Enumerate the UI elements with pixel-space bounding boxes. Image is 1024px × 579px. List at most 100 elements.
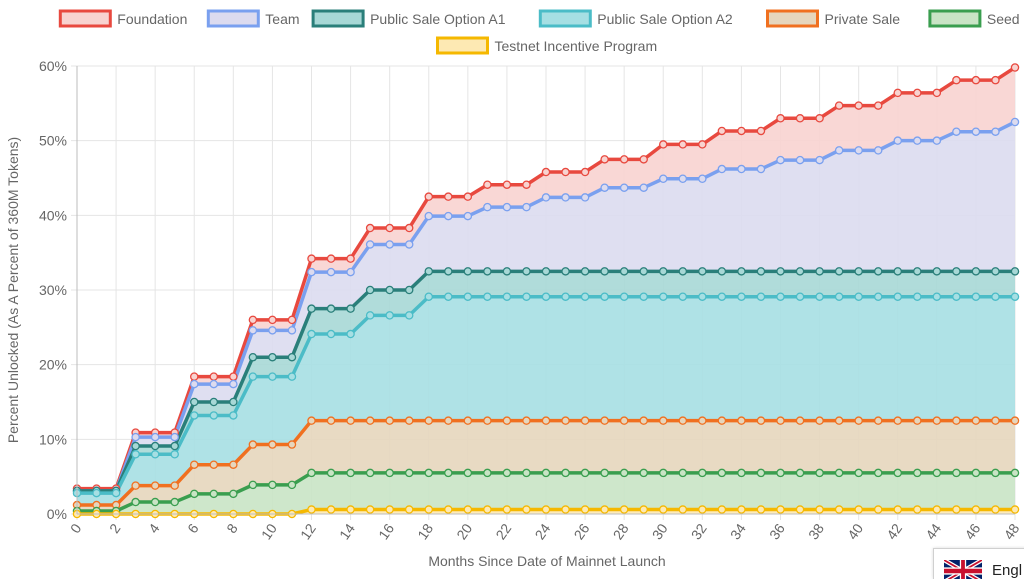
point-seed-sale[interactable]: [1010, 468, 1020, 478]
point-team[interactable]: [580, 193, 590, 202]
point-private-sale[interactable]: [991, 416, 1000, 425]
point-seed-sale[interactable]: [385, 468, 394, 478]
point-testnet-incentive-program[interactable]: [307, 505, 316, 514]
point-seed-sale[interactable]: [659, 468, 668, 478]
point-foundation[interactable]: [991, 75, 1000, 85]
point-foundation[interactable]: [834, 101, 844, 110]
point-testnet-incentive-program[interactable]: [913, 505, 922, 514]
point-foundation[interactable]: [873, 101, 883, 110]
point-public-sale-option-a2[interactable]: [619, 292, 629, 301]
point-public-sale-option-a1[interactable]: [795, 267, 805, 276]
point-public-sale-option-a1[interactable]: [952, 267, 961, 276]
point-foundation[interactable]: [678, 140, 688, 149]
point-foundation[interactable]: [268, 315, 277, 325]
point-public-sale-option-a2[interactable]: [170, 450, 179, 459]
language-selector[interactable]: Engl: [933, 548, 1024, 579]
point-private-sale[interactable]: [307, 416, 316, 425]
point-testnet-incentive-program[interactable]: [561, 505, 570, 514]
point-seed-sale[interactable]: [326, 468, 336, 478]
point-foundation[interactable]: [483, 180, 492, 189]
point-team[interactable]: [717, 164, 727, 174]
point-team[interactable]: [913, 136, 922, 145]
point-public-sale-option-a2[interactable]: [991, 292, 1000, 301]
point-private-sale[interactable]: [737, 416, 746, 425]
point-public-sale-option-a1[interactable]: [854, 267, 863, 276]
point-private-sale[interactable]: [522, 416, 531, 425]
point-public-sale-option-a2[interactable]: [639, 292, 648, 301]
point-foundation[interactable]: [502, 180, 512, 189]
point-public-sale-option-a1[interactable]: [737, 267, 746, 276]
point-public-sale-option-a2[interactable]: [678, 292, 688, 301]
point-private-sale[interactable]: [913, 416, 922, 425]
point-public-sale-option-a1[interactable]: [248, 352, 258, 362]
point-seed-sale[interactable]: [893, 468, 903, 478]
point-seed-sale[interactable]: [229, 489, 238, 499]
point-seed-sale[interactable]: [932, 468, 942, 478]
point-seed-sale[interactable]: [522, 468, 531, 478]
point-testnet-incentive-program[interactable]: [365, 505, 375, 514]
point-public-sale-option-a2[interactable]: [92, 488, 101, 498]
point-team[interactable]: [522, 202, 531, 212]
point-team[interactable]: [561, 193, 570, 202]
point-seed-sale[interactable]: [268, 480, 277, 490]
point-team[interactable]: [385, 240, 394, 249]
point-public-sale-option-a2[interactable]: [932, 292, 942, 301]
point-seed-sale[interactable]: [404, 468, 414, 478]
point-seed-sale[interactable]: [541, 468, 551, 478]
point-team[interactable]: [854, 146, 863, 155]
point-private-sale[interactable]: [385, 416, 394, 425]
point-public-sale-option-a1[interactable]: [307, 304, 316, 313]
point-seed-sale[interactable]: [873, 468, 883, 478]
point-public-sale-option-a1[interactable]: [444, 267, 453, 276]
point-team[interactable]: [756, 164, 766, 174]
point-private-sale[interactable]: [541, 416, 551, 425]
legend-item-seed-sale[interactable]: Seed Sale: [928, 9, 1024, 28]
point-testnet-incentive-program[interactable]: [619, 505, 629, 514]
point-public-sale-option-a2[interactable]: [541, 292, 551, 301]
point-public-sale-option-a2[interactable]: [346, 329, 355, 339]
point-team[interactable]: [404, 240, 414, 249]
point-testnet-incentive-program[interactable]: [502, 505, 512, 514]
point-private-sale[interactable]: [326, 416, 336, 425]
point-public-sale-option-a2[interactable]: [229, 411, 238, 420]
point-public-sale-option-a1[interactable]: [502, 267, 512, 276]
point-testnet-incentive-program[interactable]: [541, 505, 551, 514]
point-seed-sale[interactable]: [834, 468, 844, 478]
point-foundation[interactable]: [229, 372, 238, 381]
point-public-sale-option-a1[interactable]: [365, 285, 375, 295]
point-testnet-incentive-program[interactable]: [756, 505, 766, 514]
point-public-sale-option-a2[interactable]: [913, 292, 922, 301]
point-team[interactable]: [659, 174, 668, 183]
point-seed-sale[interactable]: [346, 468, 355, 478]
point-private-sale[interactable]: [795, 416, 805, 425]
point-seed-sale[interactable]: [776, 468, 785, 478]
point-testnet-incentive-program[interactable]: [698, 505, 707, 514]
point-testnet-incentive-program[interactable]: [776, 505, 785, 514]
point-foundation[interactable]: [893, 88, 903, 98]
point-private-sale[interactable]: [678, 416, 688, 425]
point-public-sale-option-a1[interactable]: [131, 441, 140, 451]
point-foundation[interactable]: [776, 114, 785, 123]
point-private-sale[interactable]: [971, 416, 981, 425]
point-public-sale-option-a2[interactable]: [522, 292, 531, 301]
point-public-sale-option-a1[interactable]: [600, 267, 609, 276]
point-private-sale[interactable]: [268, 440, 277, 449]
point-foundation[interactable]: [952, 75, 961, 85]
point-private-sale[interactable]: [639, 416, 648, 425]
point-testnet-incentive-program[interactable]: [971, 505, 981, 514]
point-private-sale[interactable]: [717, 416, 727, 425]
point-team[interactable]: [365, 240, 375, 249]
point-team[interactable]: [424, 211, 433, 221]
point-public-sale-option-a2[interactable]: [834, 292, 844, 301]
point-team[interactable]: [952, 127, 961, 136]
point-foundation[interactable]: [561, 167, 570, 177]
point-public-sale-option-a2[interactable]: [209, 411, 219, 420]
point-team[interactable]: [502, 202, 512, 212]
point-public-sale-option-a2[interactable]: [307, 329, 316, 339]
point-testnet-incentive-program[interactable]: [991, 505, 1000, 514]
point-public-sale-option-a1[interactable]: [170, 441, 179, 451]
point-public-sale-option-a1[interactable]: [287, 352, 297, 362]
legend-item-team[interactable]: Team: [206, 9, 300, 28]
point-public-sale-option-a1[interactable]: [678, 267, 688, 276]
point-public-sale-option-a2[interactable]: [893, 292, 903, 301]
